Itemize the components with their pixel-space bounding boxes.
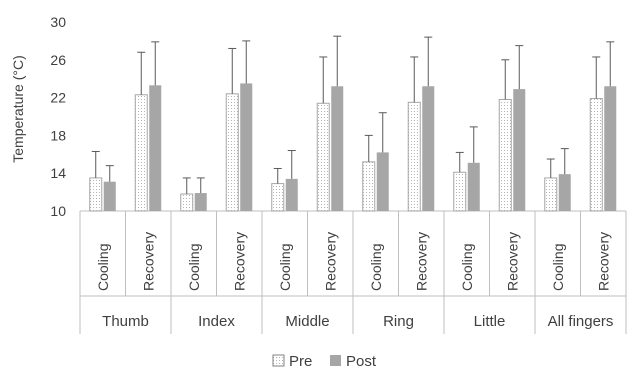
y-tick-label: 22 [50,90,66,106]
bar-post [331,86,344,211]
legend: Pre Post [272,353,377,370]
x-subcategory-label: Recovery [231,232,247,291]
bar-post [513,89,526,211]
bar-layer [89,83,617,212]
bar-pre [89,177,103,212]
y-tick-label: 26 [50,52,66,68]
bar-pre [225,93,239,212]
x-subcategory-label: Recovery [413,232,429,291]
x-subcategory-label: Recovery [504,232,520,291]
x-group-label: Little [474,313,506,330]
bar-pre [498,98,512,212]
x-subcategory-label: Cooling [459,244,475,291]
bar-post [285,178,298,211]
legend-swatch-pre [272,354,285,367]
error-bar-layer [91,35,615,194]
bar-pre [316,102,330,212]
x-category-layer: Cooling Recovery Thumb Cooling Recovery Index… [79,211,627,334]
x-group-label: Index [198,313,235,330]
y-tick-label: 18 [50,127,66,143]
x-subcategory-label: Cooling [550,244,566,291]
y-tick-label: 10 [50,203,66,219]
x-subcategory-label: Recovery [595,232,611,291]
x-subcategory-label: Cooling [277,244,293,291]
bar-pre [589,98,603,212]
y-tick-label: 30 [50,14,66,30]
x-subcategory-label: Cooling [95,244,111,291]
y-tick-label: 14 [50,165,66,181]
x-group-label: Ring [383,313,414,330]
x-subcategory-label: Cooling [186,244,202,291]
y-axis-label: Temperature (°C) [10,55,26,163]
bar-post [604,86,617,211]
x-subcategory-label: Cooling [368,244,384,291]
bar-post [240,83,253,211]
bar-pre [271,183,285,212]
bar-post [558,174,571,211]
legend-label-post: Post [346,353,377,370]
x-group-label: All fingers [548,313,614,330]
bar-post [149,85,162,211]
bar-pre [180,193,194,212]
bar-post [376,152,389,211]
bar-pre [362,161,376,212]
x-subcategory-label: Recovery [322,232,338,291]
bar-pre [134,94,148,212]
bar-pre [544,177,558,212]
bar-post [103,181,116,211]
legend-swatch-post [330,355,341,366]
bar-pre [407,101,421,212]
bar-post [467,162,480,211]
bar-post [194,193,207,211]
bar-pre [453,171,467,212]
x-group-label: Middle [285,313,329,330]
x-group-label: Thumb [102,313,149,330]
legend-label-pre: Pre [289,353,312,370]
x-subcategory-label: Recovery [140,232,156,291]
bar-post [422,86,435,211]
